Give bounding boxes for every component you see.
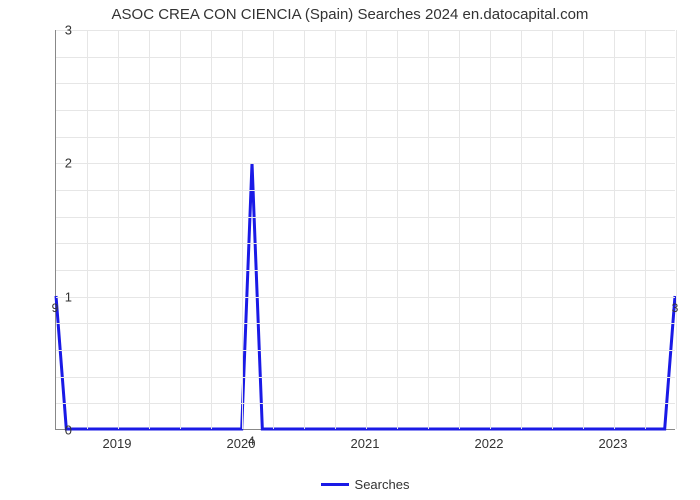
gridline-vertical [521,30,522,429]
gridline-vertical [87,30,88,429]
chart-container: ASOC CREA CON CIENCIA (Spain) Searches 2… [0,0,700,500]
gridline-vertical [676,30,677,429]
x-tick-label: 2022 [475,436,504,451]
gridline-vertical [490,30,491,429]
y-tick-label: 3 [52,23,72,38]
gridline-vertical [552,30,553,429]
legend-swatch [321,483,349,486]
gridline-vertical [211,30,212,429]
x-tick-label: 2019 [103,436,132,451]
gridline-vertical [645,30,646,429]
gridline-vertical [397,30,398,429]
gridline-vertical [149,30,150,429]
x-tick-label: 2021 [351,436,380,451]
gridline-vertical [335,30,336,429]
gridline-vertical [180,30,181,429]
x-tick-label: 2023 [599,436,628,451]
data-point-label: 3 [672,301,679,315]
data-point-label: 4 [248,434,255,448]
y-tick-label: 2 [52,156,72,171]
y-tick-label: 0 [52,423,72,438]
gridline-vertical [273,30,274,429]
gridline-vertical [428,30,429,429]
gridline-vertical [366,30,367,429]
gridline-vertical [242,30,243,429]
plot-area [55,30,675,430]
gridline-vertical [583,30,584,429]
gridline-vertical [614,30,615,429]
gridline-vertical [459,30,460,429]
legend-label: Searches [355,477,410,492]
gridline-vertical [304,30,305,429]
legend: Searches [55,476,675,492]
data-point-label: 9 [52,301,59,315]
gridline-vertical [118,30,119,429]
chart-title: ASOC CREA CON CIENCIA (Spain) Searches 2… [0,6,700,23]
